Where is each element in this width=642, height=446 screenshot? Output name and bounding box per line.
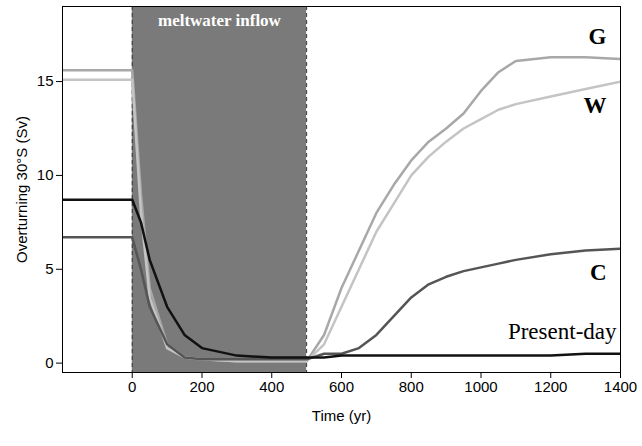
svg-text:W: W [584,93,607,118]
svg-text:0: 0 [45,354,53,371]
svg-text:Overturning 30°S (Sv): Overturning 30°S (Sv) [13,116,30,263]
svg-text:400: 400 [259,378,284,395]
svg-text:0: 0 [128,378,136,395]
svg-text:meltwater inflow: meltwater inflow [158,11,282,30]
svg-text:800: 800 [399,378,424,395]
svg-text:200: 200 [189,378,214,395]
svg-text:600: 600 [329,378,354,395]
svg-text:10: 10 [37,166,54,183]
svg-text:C: C [590,260,607,285]
svg-text:15: 15 [37,72,54,89]
svg-text:5: 5 [45,260,53,277]
svg-text:Time (yr): Time (yr) [312,407,371,424]
svg-text:1000: 1000 [464,378,497,395]
svg-text:1400: 1400 [604,378,637,395]
svg-text:1200: 1200 [534,378,567,395]
svg-text:G: G [589,24,607,49]
svg-text:Present-day: Present-day [508,319,617,344]
